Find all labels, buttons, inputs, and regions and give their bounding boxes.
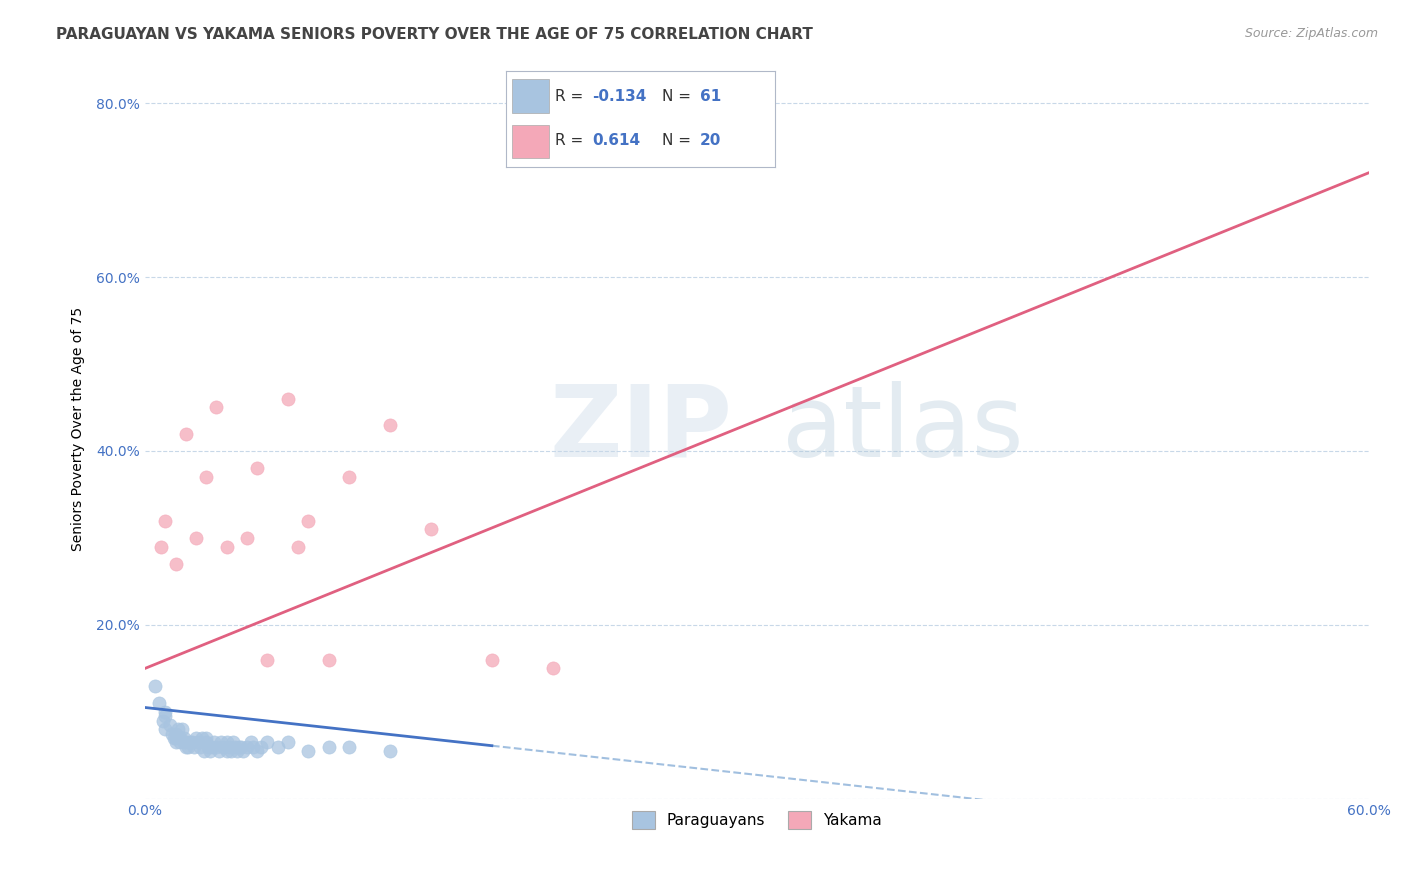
Point [155, 723, 177, 737]
Point [201, 739, 224, 754]
Point [419, 522, 441, 536]
Point [219, 744, 242, 758]
Point [169, 735, 191, 749]
Point [200, 744, 222, 758]
Point [148, 696, 170, 710]
Point [166, 723, 188, 737]
Point [205, 739, 228, 754]
Point [218, 739, 240, 754]
Text: atlas: atlas [782, 381, 1024, 478]
Point [174, 739, 197, 754]
Point [170, 723, 193, 737]
Point [183, 739, 205, 754]
Point [256, 735, 278, 749]
Point [152, 714, 174, 728]
Point [541, 661, 564, 675]
Point [287, 540, 309, 554]
Point [193, 744, 215, 758]
Point [215, 540, 238, 554]
Point [378, 417, 401, 432]
Point [165, 731, 187, 745]
Point [169, 731, 191, 745]
Point [207, 744, 229, 758]
Point [165, 557, 187, 571]
Point [181, 735, 204, 749]
Point [174, 426, 197, 441]
Text: PARAGUAYAN VS YAKAMA SENIORS POVERTY OVER THE AGE OF 75 CORRELATION CHART: PARAGUAYAN VS YAKAMA SENIORS POVERTY OVE… [56, 27, 813, 42]
Point [250, 739, 273, 754]
Point [266, 739, 288, 754]
Point [155, 705, 177, 719]
Point [197, 739, 219, 754]
Point [481, 653, 503, 667]
Text: Source: ZipAtlas.com: Source: ZipAtlas.com [1244, 27, 1378, 40]
Point [188, 739, 211, 754]
Point [204, 735, 226, 749]
Point [337, 739, 360, 754]
Point [337, 470, 360, 484]
Point [143, 679, 166, 693]
Point [222, 735, 245, 749]
Legend: Paraguayans, Yakama: Paraguayans, Yakama [626, 805, 889, 836]
Point [228, 739, 250, 754]
Point [224, 739, 246, 754]
Point [165, 726, 187, 740]
Text: ZIP: ZIP [550, 381, 733, 478]
Point [173, 735, 195, 749]
Point [236, 531, 259, 545]
Point [205, 401, 228, 415]
Point [229, 739, 252, 754]
Point [159, 718, 181, 732]
Point [160, 726, 183, 740]
Point [191, 731, 214, 745]
Point [163, 731, 186, 745]
Point [165, 735, 187, 749]
Point [179, 735, 201, 749]
Point [184, 531, 207, 545]
Point [177, 739, 200, 754]
Point [195, 735, 218, 749]
Point [246, 744, 269, 758]
Point [155, 709, 177, 723]
Point [297, 744, 319, 758]
Point [215, 744, 238, 758]
Y-axis label: Seniors Poverty Over the Age of 75: Seniors Poverty Over the Age of 75 [72, 307, 86, 551]
Point [256, 653, 278, 667]
Point [242, 739, 264, 754]
Point [150, 540, 173, 554]
Point [225, 744, 247, 758]
Point [246, 461, 269, 475]
Point [378, 744, 401, 758]
Point [215, 735, 238, 749]
Point [277, 392, 299, 406]
Point [211, 739, 233, 754]
Point [173, 731, 195, 745]
Point [297, 514, 319, 528]
Point [174, 735, 197, 749]
Point [155, 514, 177, 528]
Point [184, 731, 207, 745]
Point [318, 653, 340, 667]
Point [209, 735, 232, 749]
Point [195, 731, 218, 745]
Point [232, 744, 254, 758]
Point [236, 739, 259, 754]
Point [187, 735, 209, 749]
Point [318, 739, 340, 754]
Point [277, 735, 299, 749]
Point [240, 735, 263, 749]
Point [195, 470, 218, 484]
